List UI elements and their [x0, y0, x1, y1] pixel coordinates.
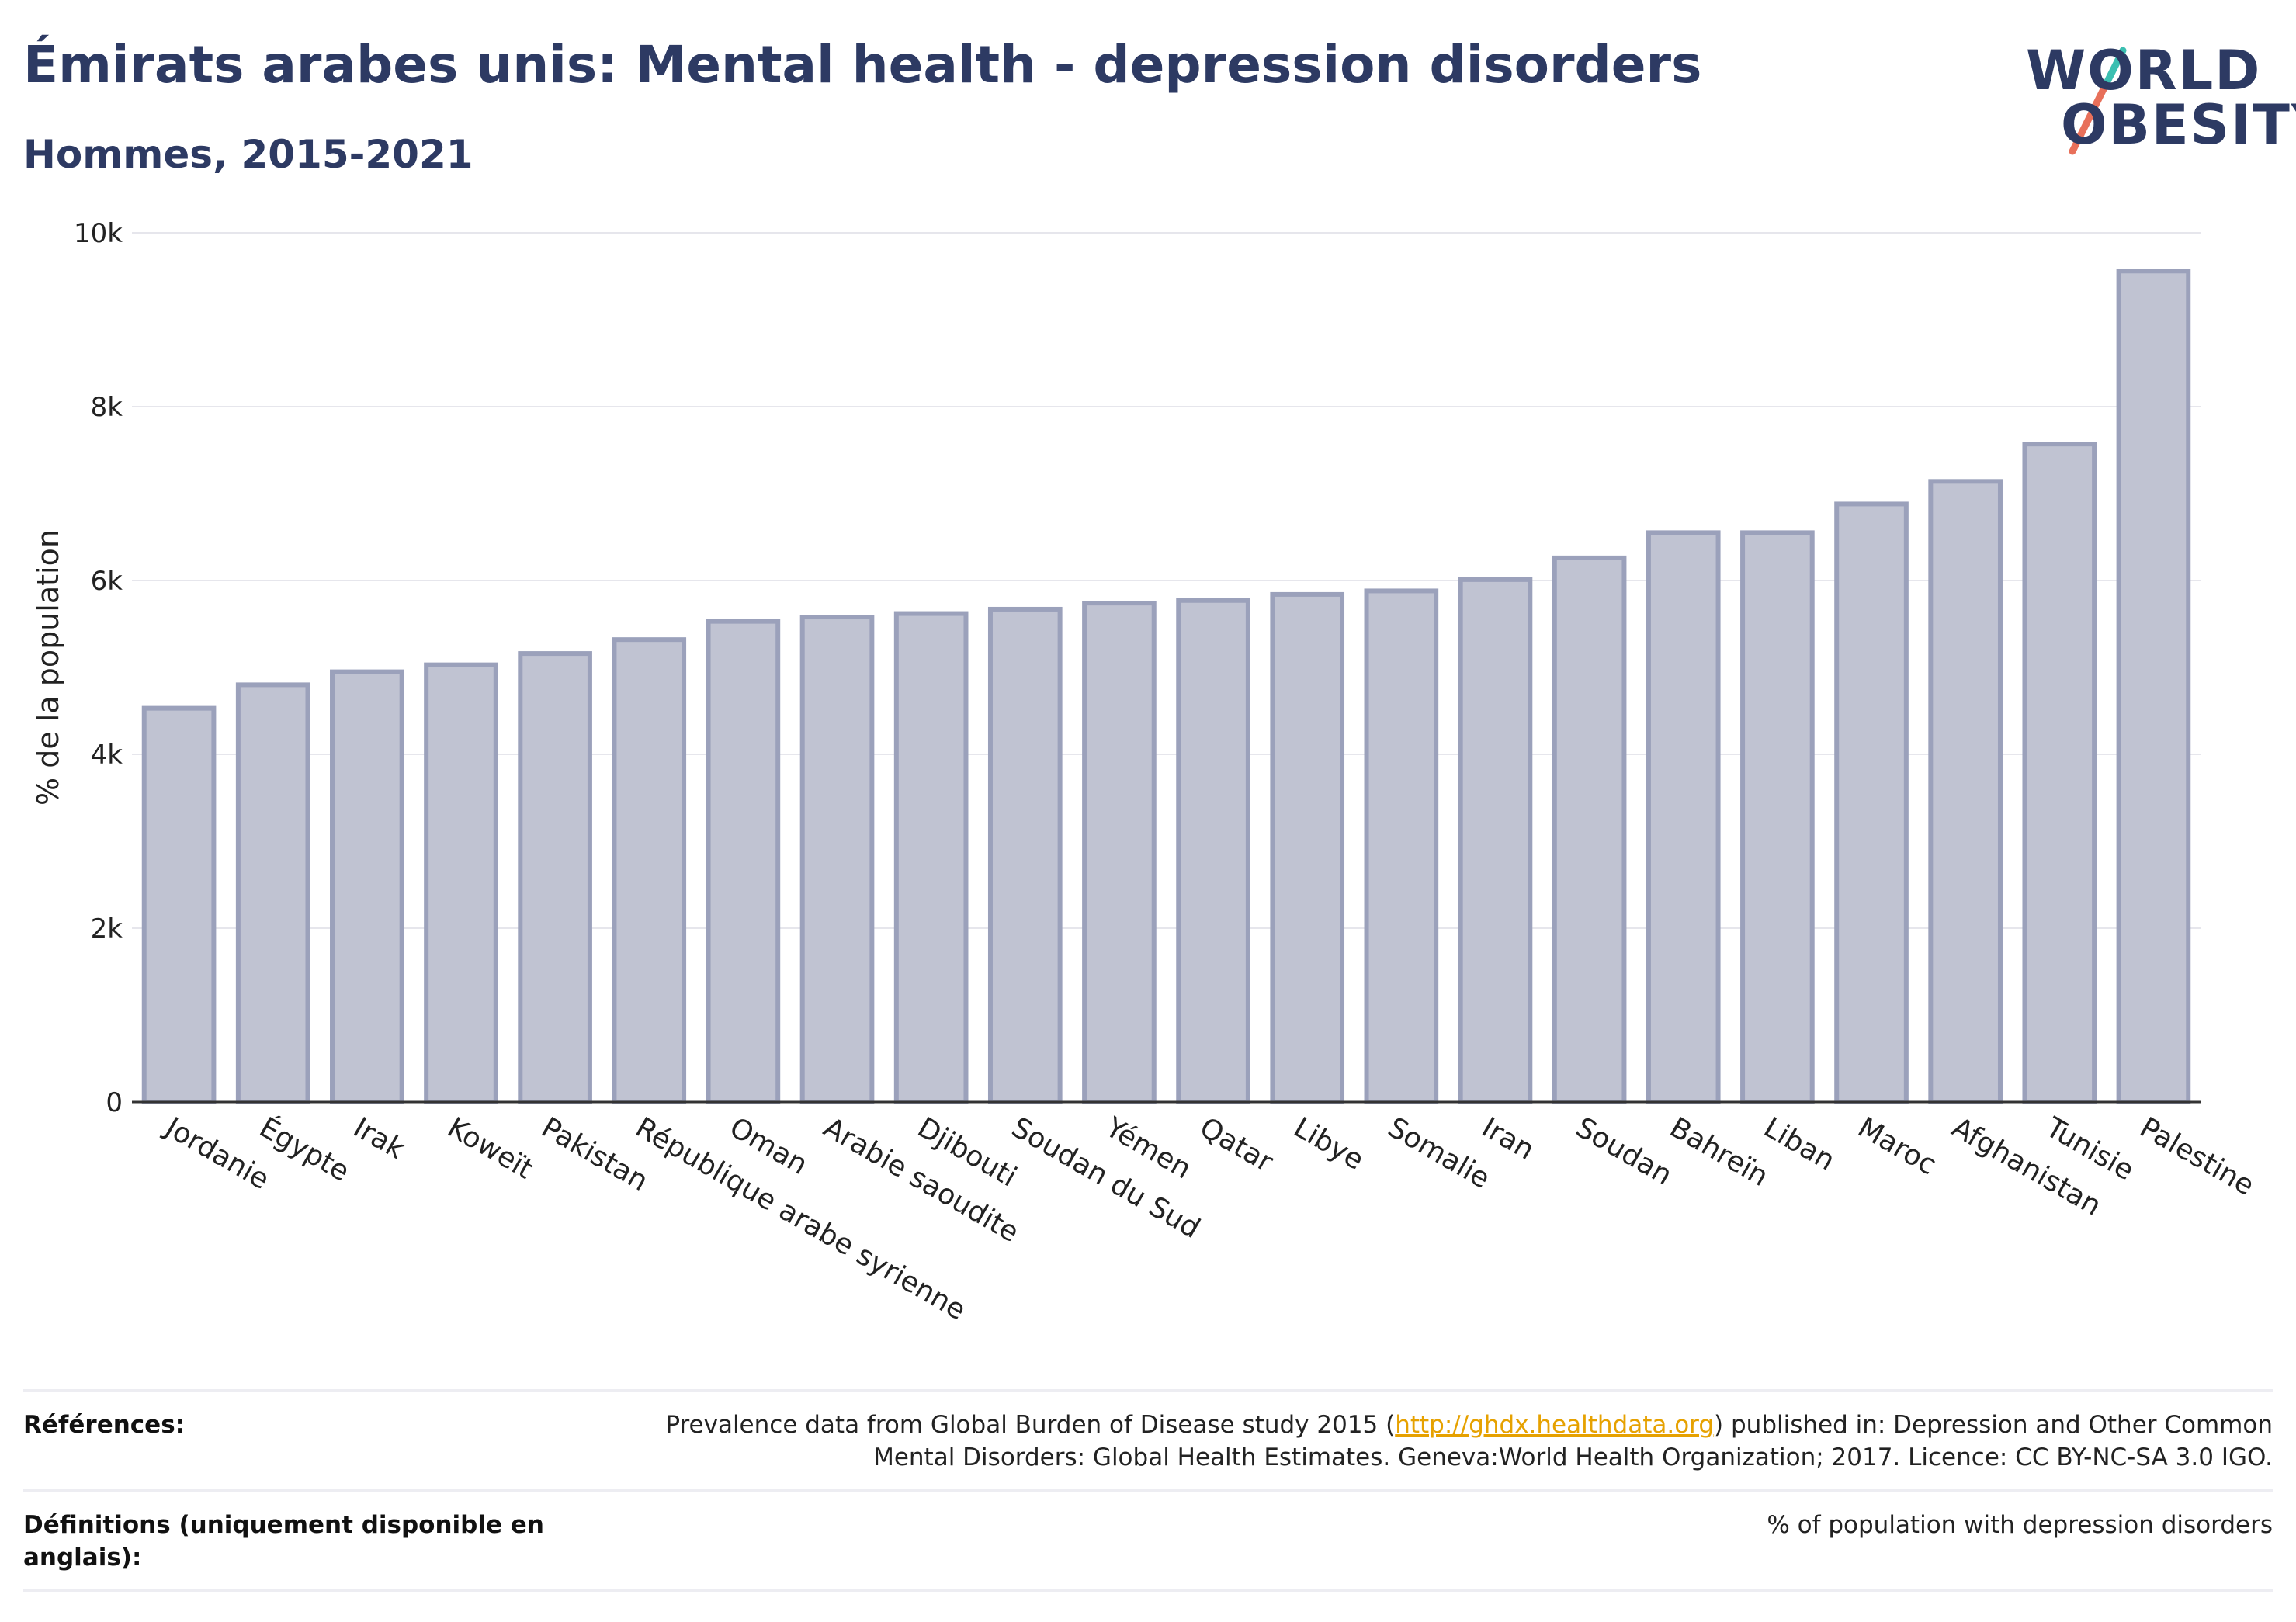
bar	[1646, 530, 1721, 1104]
definitions-text: % of population with depression disorder…	[1767, 1511, 2273, 1539]
bar	[706, 619, 781, 1104]
y-tick-label: 6k	[91, 566, 123, 597]
x-tick-label: Jordanie	[158, 1111, 274, 1196]
y-tick-label: 8k	[91, 392, 123, 423]
y-tick-label: 2k	[91, 913, 123, 944]
bar	[1176, 598, 1250, 1104]
x-tick-label: Koweït	[442, 1111, 538, 1185]
page-title: Émirats arabes unis: Mental health - dep…	[23, 35, 1702, 95]
bar	[2116, 269, 2191, 1104]
bar	[518, 651, 592, 1104]
definitions-row: Définitions (uniquement disponible en an…	[23, 1489, 2273, 1592]
x-tick-label: Iran	[1476, 1111, 1539, 1166]
bar	[1082, 601, 1157, 1104]
logo-word-obesity: OBESITY	[2061, 93, 2296, 157]
x-tick-label: Palestine	[2135, 1111, 2260, 1202]
x-tick-label: Soudan	[1570, 1111, 1677, 1191]
bar	[1458, 577, 1533, 1104]
x-tick-label: Maroc	[1853, 1111, 1942, 1181]
bar	[799, 615, 875, 1104]
bar	[424, 662, 498, 1104]
y-tick-label: 4k	[91, 740, 123, 771]
bar	[2022, 442, 2097, 1104]
x-tick-label: Irak	[348, 1111, 410, 1166]
page-subtitle: Hommes, 2015-2021	[23, 132, 473, 177]
definitions-label: Définitions (uniquement disponible en an…	[23, 1511, 544, 1572]
y-tick-label: 10k	[74, 218, 123, 249]
bar	[893, 611, 969, 1104]
x-tick-label: Libye	[1288, 1111, 1369, 1177]
x-tick-label: Somalie	[1382, 1111, 1495, 1195]
bar	[1834, 501, 1909, 1104]
y-tick-label: 0	[106, 1087, 123, 1118]
references-link[interactable]: http://ghdx.healthdata.org	[1395, 1411, 1715, 1439]
references-text: Prevalence data from Global Burden of Di…	[665, 1411, 2273, 1471]
logo-slash-icon	[2069, 47, 2127, 155]
bar	[1270, 591, 1345, 1104]
bar	[1928, 479, 2003, 1104]
y-axis-label: % de la population	[31, 529, 65, 806]
bar	[987, 606, 1063, 1104]
footer-table: Références: Prevalence data from Global …	[23, 1389, 2273, 1592]
bar	[330, 669, 404, 1104]
logo-word-world: WORLD	[2026, 39, 2262, 102]
x-tick-label: Pakistan	[536, 1111, 654, 1197]
bar	[1552, 555, 1627, 1104]
x-tick-label: République arabe syrienne	[630, 1111, 971, 1326]
bar	[612, 637, 687, 1104]
world-obesity-logo: WORLD OBESITY	[2018, 23, 2296, 171]
x-tick-label: Qatar	[1195, 1111, 1278, 1178]
bar	[141, 705, 217, 1104]
x-tick-label: Bahreïn	[1664, 1111, 1773, 1193]
bar	[1364, 588, 1439, 1104]
bar	[235, 682, 310, 1104]
references-row: Références: Prevalence data from Global …	[23, 1389, 2273, 1489]
references-label: Références:	[23, 1411, 186, 1439]
bar	[1740, 530, 1815, 1104]
